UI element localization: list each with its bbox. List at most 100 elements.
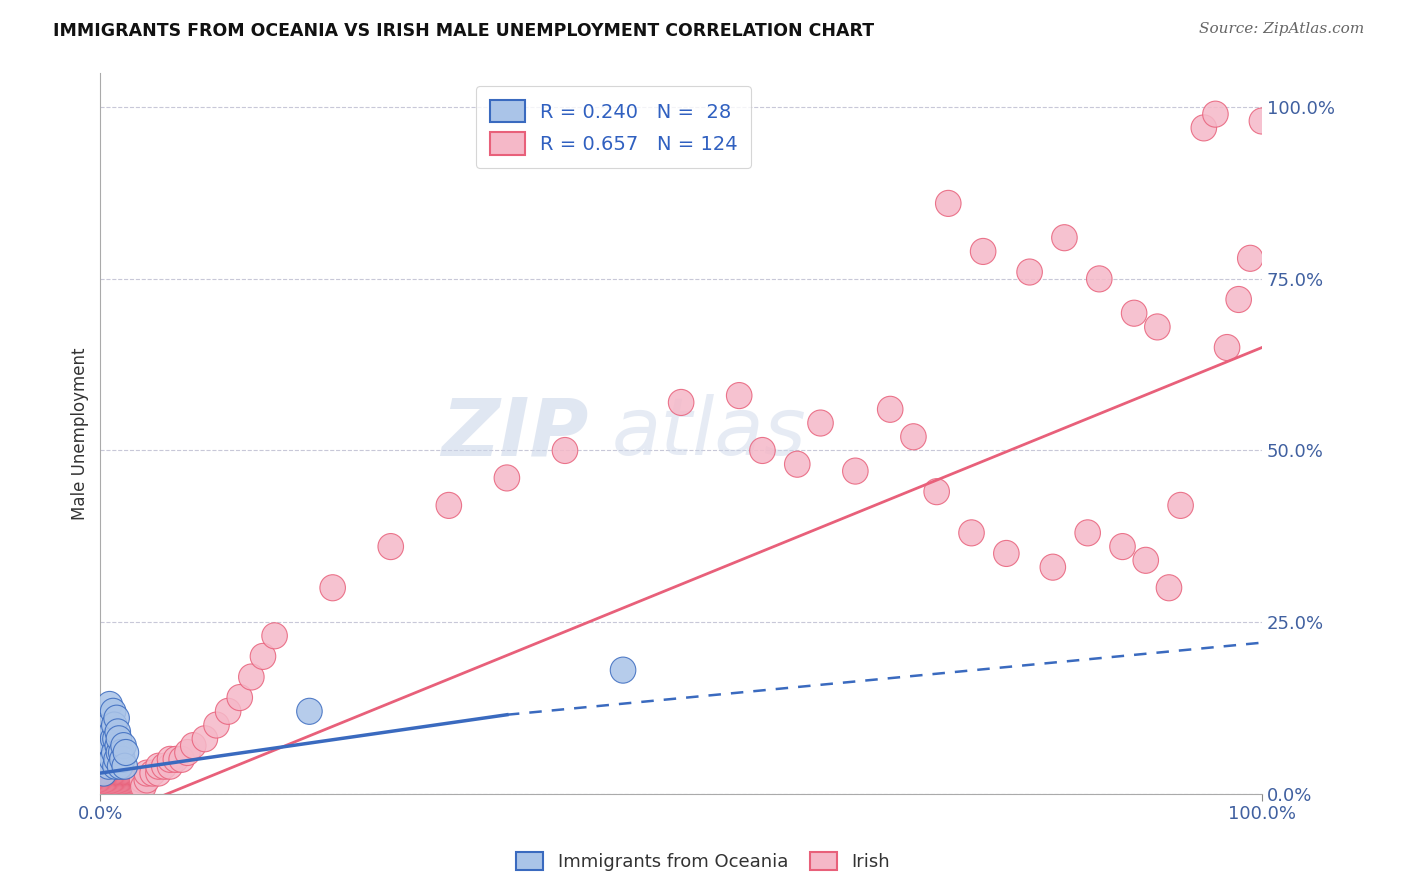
Ellipse shape bbox=[105, 773, 131, 800]
Ellipse shape bbox=[174, 739, 200, 765]
Ellipse shape bbox=[100, 719, 125, 745]
Ellipse shape bbox=[114, 773, 139, 800]
Ellipse shape bbox=[1191, 115, 1216, 141]
Ellipse shape bbox=[122, 767, 148, 793]
Ellipse shape bbox=[103, 753, 128, 780]
Ellipse shape bbox=[117, 767, 142, 793]
Text: atlas: atlas bbox=[612, 394, 806, 473]
Ellipse shape bbox=[901, 424, 927, 450]
Ellipse shape bbox=[100, 773, 127, 800]
Ellipse shape bbox=[93, 773, 118, 800]
Ellipse shape bbox=[749, 437, 775, 464]
Text: IMMIGRANTS FROM OCEANIA VS IRISH MALE UNEMPLOYMENT CORRELATION CHART: IMMIGRANTS FROM OCEANIA VS IRISH MALE UN… bbox=[53, 22, 875, 40]
Ellipse shape bbox=[100, 773, 125, 800]
Ellipse shape bbox=[134, 760, 160, 786]
Ellipse shape bbox=[93, 773, 120, 800]
Ellipse shape bbox=[96, 753, 121, 780]
Ellipse shape bbox=[120, 767, 145, 793]
Ellipse shape bbox=[163, 747, 188, 772]
Ellipse shape bbox=[215, 698, 240, 724]
Ellipse shape bbox=[494, 465, 520, 491]
Ellipse shape bbox=[96, 773, 121, 800]
Ellipse shape bbox=[94, 773, 120, 800]
Ellipse shape bbox=[112, 739, 139, 765]
Ellipse shape bbox=[107, 773, 134, 800]
Ellipse shape bbox=[139, 760, 166, 786]
Ellipse shape bbox=[112, 773, 138, 800]
Ellipse shape bbox=[110, 747, 135, 772]
Ellipse shape bbox=[100, 767, 127, 793]
Legend: Immigrants from Oceania, Irish: Immigrants from Oceania, Irish bbox=[509, 845, 897, 879]
Ellipse shape bbox=[180, 732, 207, 759]
Ellipse shape bbox=[127, 767, 153, 793]
Ellipse shape bbox=[610, 657, 636, 683]
Ellipse shape bbox=[120, 773, 146, 800]
Ellipse shape bbox=[120, 767, 146, 793]
Ellipse shape bbox=[112, 773, 139, 800]
Ellipse shape bbox=[128, 767, 153, 793]
Ellipse shape bbox=[553, 437, 578, 464]
Ellipse shape bbox=[1237, 245, 1263, 271]
Ellipse shape bbox=[297, 698, 322, 724]
Ellipse shape bbox=[118, 773, 143, 800]
Ellipse shape bbox=[90, 773, 115, 800]
Ellipse shape bbox=[124, 767, 149, 793]
Ellipse shape bbox=[959, 520, 984, 546]
Ellipse shape bbox=[121, 773, 146, 800]
Ellipse shape bbox=[101, 773, 127, 800]
Ellipse shape bbox=[1168, 492, 1194, 518]
Ellipse shape bbox=[93, 739, 120, 765]
Ellipse shape bbox=[110, 767, 135, 793]
Ellipse shape bbox=[118, 767, 143, 793]
Ellipse shape bbox=[842, 458, 868, 484]
Ellipse shape bbox=[1249, 108, 1275, 134]
Ellipse shape bbox=[100, 767, 125, 793]
Ellipse shape bbox=[104, 747, 129, 772]
Ellipse shape bbox=[785, 451, 810, 477]
Ellipse shape bbox=[124, 773, 149, 800]
Ellipse shape bbox=[157, 753, 183, 780]
Ellipse shape bbox=[111, 773, 136, 800]
Ellipse shape bbox=[107, 739, 132, 765]
Ellipse shape bbox=[98, 767, 124, 793]
Ellipse shape bbox=[239, 664, 264, 690]
Ellipse shape bbox=[104, 773, 129, 800]
Ellipse shape bbox=[101, 767, 127, 793]
Ellipse shape bbox=[169, 747, 194, 772]
Ellipse shape bbox=[108, 739, 134, 765]
Ellipse shape bbox=[122, 773, 148, 800]
Ellipse shape bbox=[1087, 266, 1112, 292]
Ellipse shape bbox=[378, 533, 404, 559]
Ellipse shape bbox=[104, 706, 129, 731]
Ellipse shape bbox=[115, 767, 141, 793]
Ellipse shape bbox=[101, 739, 127, 765]
Ellipse shape bbox=[262, 623, 287, 648]
Ellipse shape bbox=[103, 773, 128, 800]
Ellipse shape bbox=[96, 767, 121, 793]
Ellipse shape bbox=[1156, 574, 1182, 601]
Ellipse shape bbox=[127, 773, 152, 800]
Ellipse shape bbox=[877, 396, 903, 422]
Ellipse shape bbox=[1040, 554, 1066, 580]
Ellipse shape bbox=[107, 726, 132, 752]
Ellipse shape bbox=[98, 773, 124, 800]
Ellipse shape bbox=[100, 726, 127, 752]
Ellipse shape bbox=[127, 773, 153, 800]
Ellipse shape bbox=[1215, 334, 1240, 360]
Ellipse shape bbox=[107, 767, 132, 793]
Ellipse shape bbox=[114, 767, 139, 793]
Ellipse shape bbox=[112, 767, 138, 793]
Ellipse shape bbox=[104, 767, 129, 793]
Text: ZIP: ZIP bbox=[441, 394, 588, 473]
Ellipse shape bbox=[97, 712, 122, 738]
Ellipse shape bbox=[970, 238, 995, 265]
Ellipse shape bbox=[100, 698, 127, 724]
Ellipse shape bbox=[129, 767, 155, 793]
Ellipse shape bbox=[1076, 520, 1101, 546]
Ellipse shape bbox=[111, 767, 136, 793]
Ellipse shape bbox=[97, 773, 122, 800]
Ellipse shape bbox=[250, 643, 276, 669]
Ellipse shape bbox=[111, 732, 136, 759]
Ellipse shape bbox=[157, 747, 183, 772]
Ellipse shape bbox=[321, 574, 346, 601]
